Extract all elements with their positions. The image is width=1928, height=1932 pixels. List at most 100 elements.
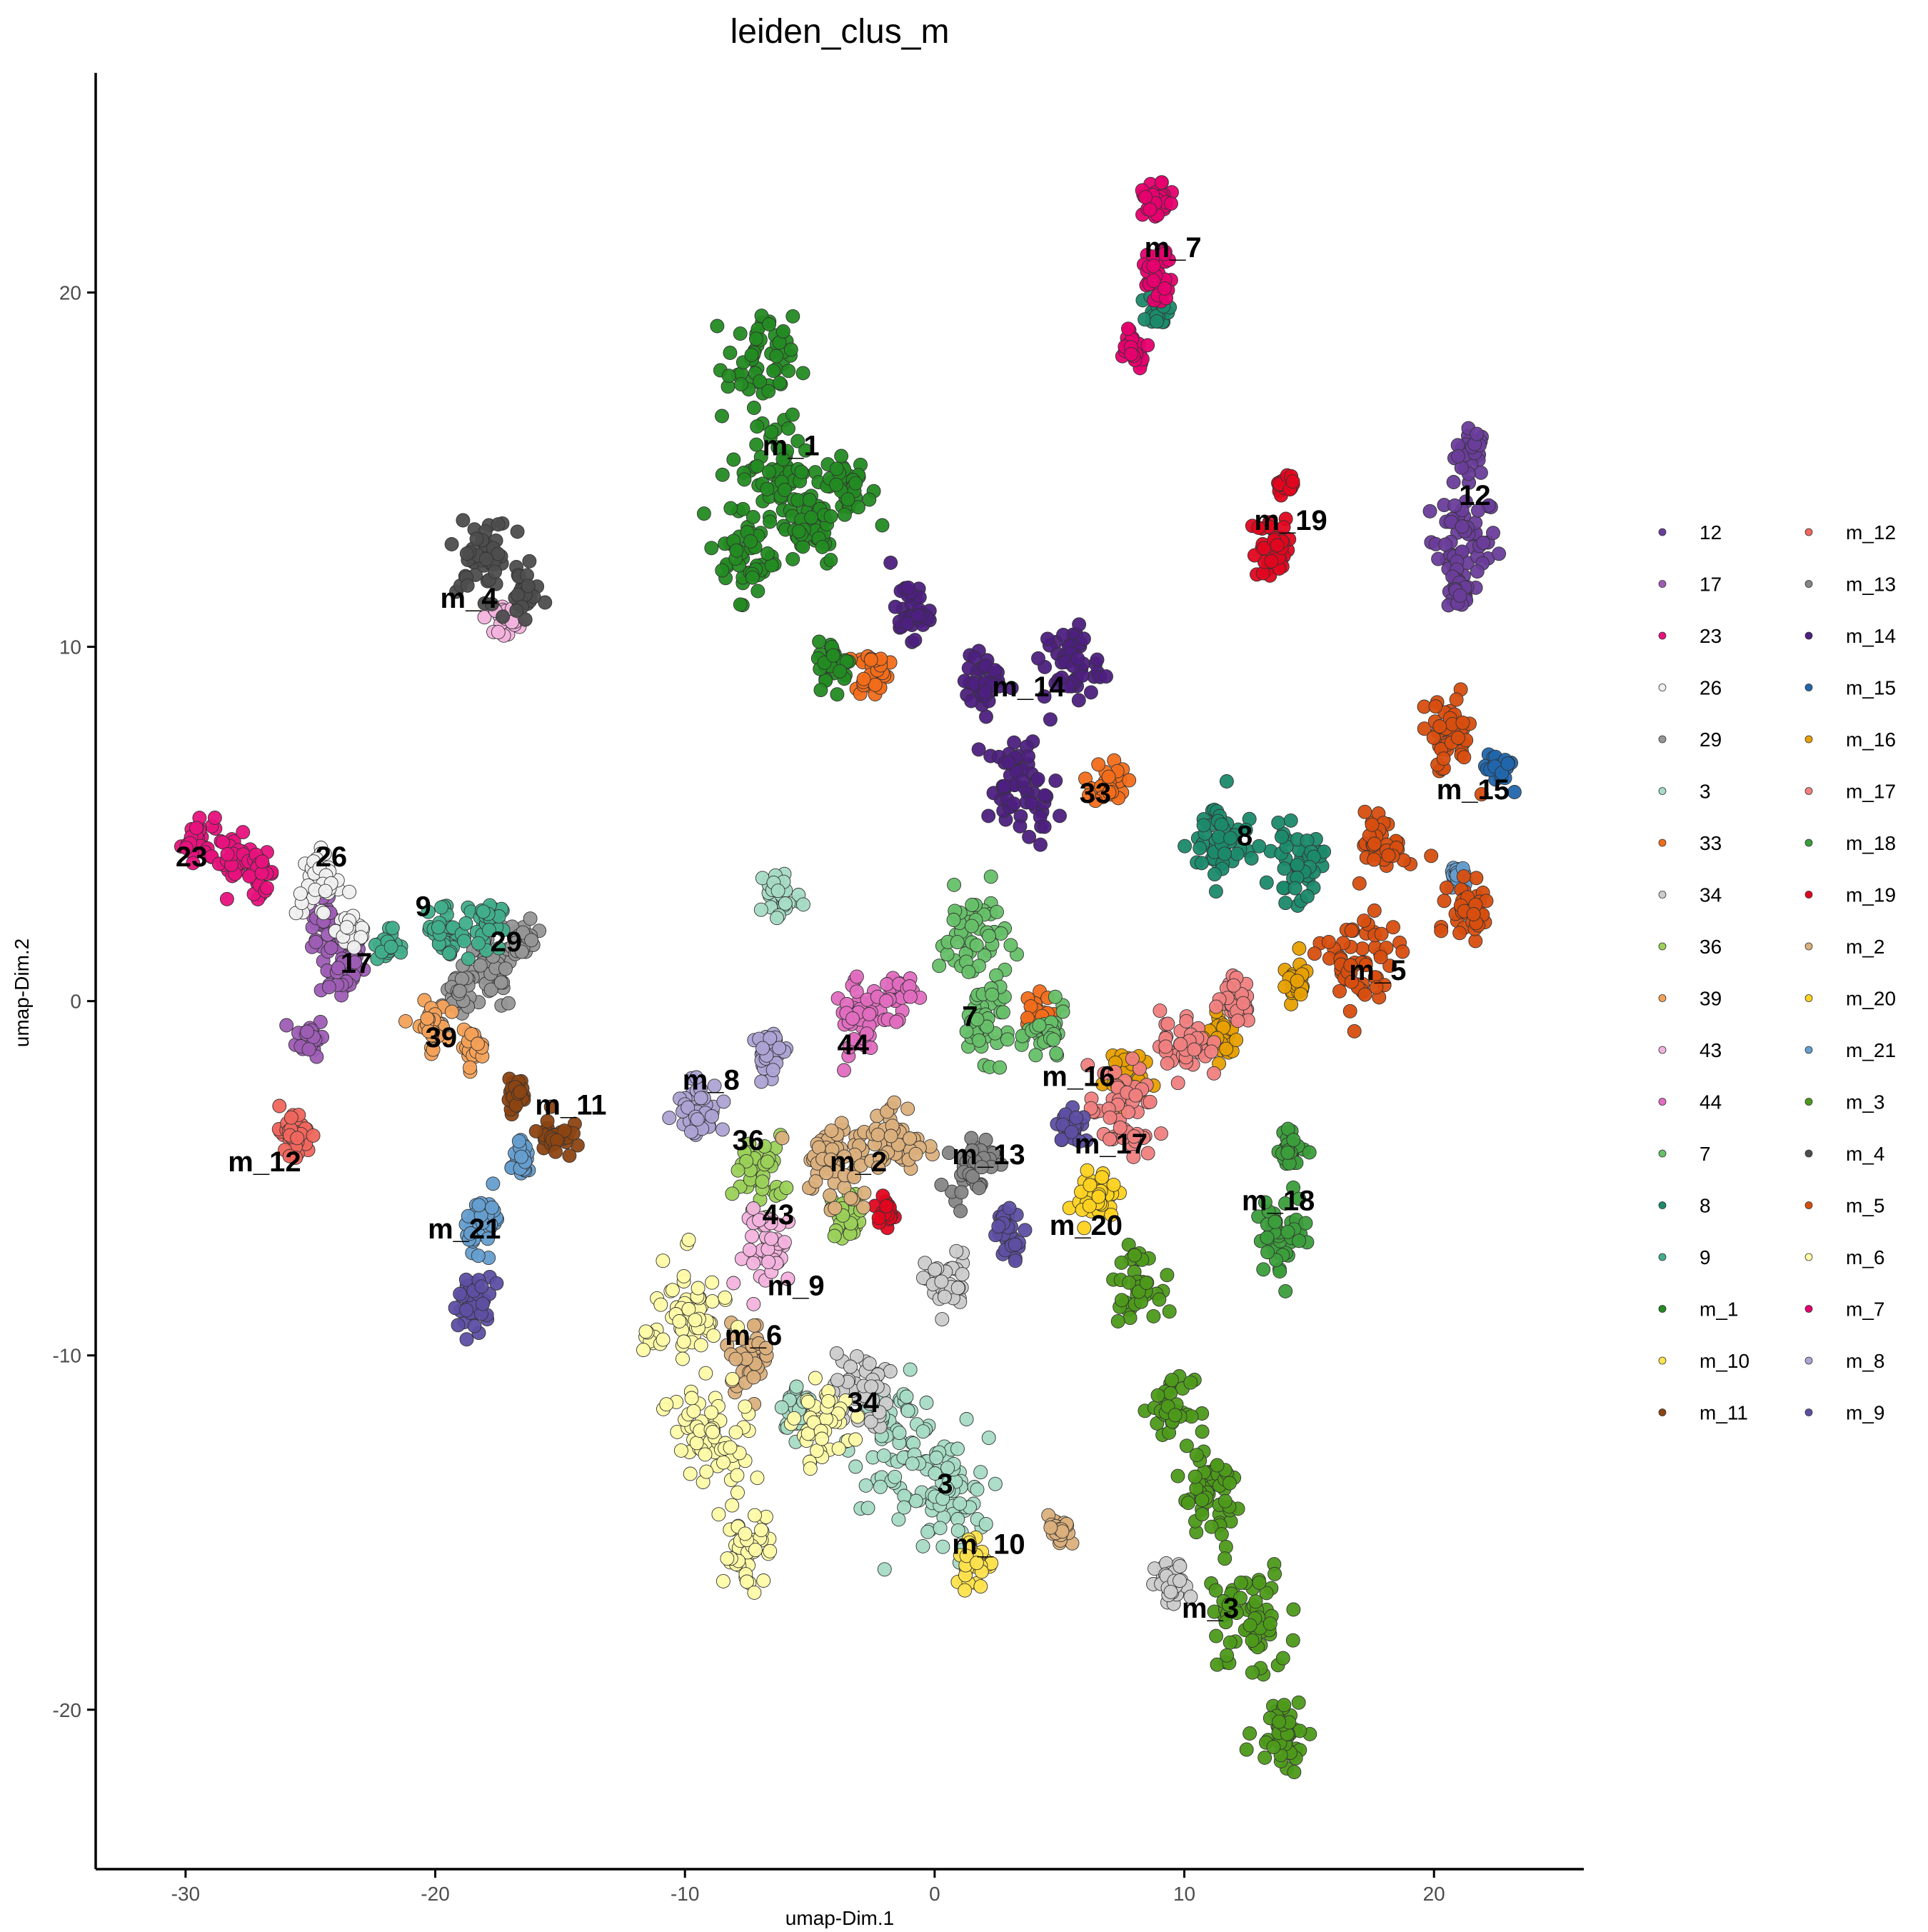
point (323, 941, 338, 955)
point (985, 987, 1000, 1002)
point (897, 1500, 912, 1515)
cluster-label-43: 43 (763, 1199, 795, 1231)
point (1139, 1276, 1154, 1290)
point (872, 1405, 887, 1420)
point (1028, 1048, 1043, 1063)
point (1422, 504, 1437, 519)
point (705, 1294, 720, 1309)
point (978, 1516, 993, 1531)
point (723, 346, 738, 360)
cluster-points-m_15 (1477, 747, 1522, 799)
point (686, 1403, 701, 1418)
point (316, 906, 331, 921)
y-tick-label: 10 (59, 636, 81, 659)
cluster-label-m_1: m_1 (763, 431, 820, 462)
point (934, 1177, 949, 1192)
point (745, 1228, 760, 1243)
point (1259, 1586, 1274, 1601)
x-tick-label: -20 (421, 1883, 449, 1905)
point (1286, 1180, 1301, 1195)
point (908, 1146, 923, 1161)
point (747, 1318, 761, 1333)
point (1095, 1170, 1110, 1185)
point (1077, 1221, 1092, 1236)
point (1146, 1308, 1161, 1323)
point (729, 543, 744, 558)
chart-title: leiden_clus_m (730, 13, 950, 51)
point (746, 1256, 760, 1271)
point (746, 1370, 761, 1385)
point (1128, 1248, 1142, 1263)
cluster-label-m_6: m_6 (725, 1320, 782, 1351)
point (1189, 1448, 1204, 1463)
point (1160, 1016, 1175, 1031)
point (1170, 1076, 1185, 1091)
legend-key (1804, 1305, 1813, 1313)
point (1233, 1591, 1247, 1606)
point (1032, 1018, 1047, 1033)
point (750, 419, 765, 434)
point (1434, 924, 1449, 939)
point (255, 854, 270, 869)
legend-label: 12 (1699, 521, 1722, 544)
point (899, 1389, 914, 1404)
point (981, 809, 996, 824)
point (1293, 987, 1308, 1002)
point (812, 634, 827, 649)
point (873, 1479, 888, 1494)
point (442, 946, 456, 961)
point (995, 1005, 1010, 1020)
point (676, 1334, 691, 1349)
point (808, 1174, 823, 1189)
y-tick-label: -10 (53, 1345, 81, 1367)
point (775, 452, 790, 466)
point (910, 608, 925, 623)
point (421, 904, 436, 919)
legend-label: 26 (1699, 677, 1722, 699)
point (935, 1539, 950, 1554)
point (1163, 1584, 1178, 1599)
point (892, 1426, 907, 1441)
legend-key (1658, 839, 1667, 847)
point (1449, 692, 1464, 707)
point (1207, 1066, 1221, 1081)
point (863, 652, 878, 667)
legend-key (1658, 994, 1667, 1002)
point (471, 936, 486, 951)
cluster-label-12: 12 (1459, 480, 1491, 511)
point (1285, 474, 1300, 489)
point (353, 930, 368, 945)
point (1500, 756, 1515, 771)
point (1071, 693, 1086, 708)
point (950, 1441, 965, 1456)
y-axis-label: umap-Dim.2 (11, 939, 33, 1047)
point (689, 1436, 704, 1451)
point (860, 1501, 875, 1516)
point (1124, 346, 1139, 361)
point (955, 1267, 970, 1282)
point (728, 1425, 743, 1440)
point (837, 1063, 851, 1078)
point (787, 1411, 802, 1426)
point (1173, 1558, 1188, 1573)
legend-label: m_15 (1846, 677, 1896, 699)
point (1256, 1262, 1271, 1277)
point (969, 1556, 984, 1571)
legend-label: 23 (1699, 625, 1722, 647)
point (463, 1060, 477, 1075)
point (1049, 1046, 1064, 1061)
point (673, 1443, 688, 1458)
point (779, 1181, 794, 1196)
point (1223, 831, 1238, 846)
point (662, 1111, 677, 1126)
point (1214, 1527, 1229, 1542)
point (1367, 836, 1382, 851)
point (321, 980, 336, 995)
point (1321, 934, 1336, 949)
point (398, 1013, 413, 1028)
point (1357, 914, 1372, 929)
point (915, 1424, 930, 1439)
point (1452, 588, 1467, 603)
point (493, 975, 508, 990)
point (1046, 1032, 1061, 1047)
